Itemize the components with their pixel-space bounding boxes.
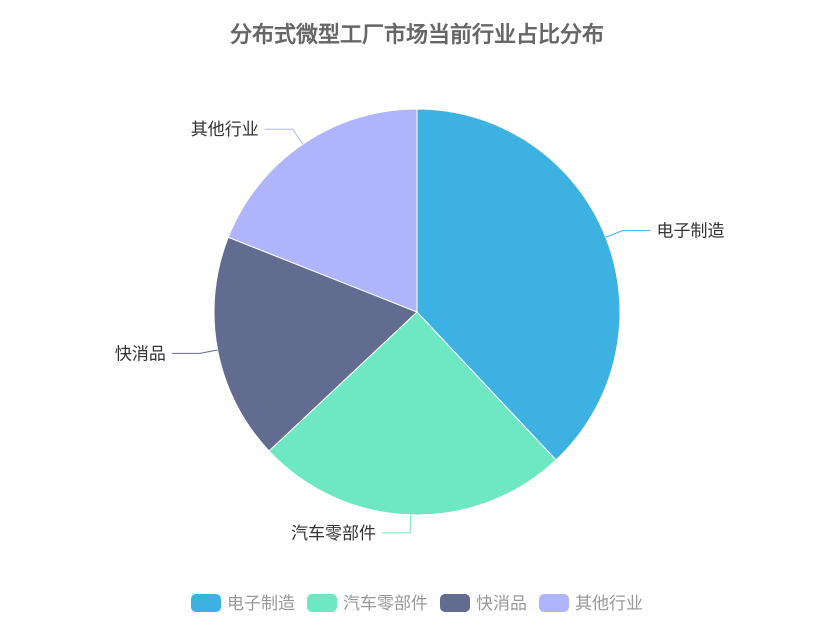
legend-item-1[interactable]: 汽车零部件 [307, 594, 428, 614]
legend-item-3[interactable]: 其他行业 [539, 594, 643, 614]
slice-label-0: 电子制造 [656, 222, 724, 242]
pie-slice-1[interactable] [268, 311, 557, 516]
legend-label-1: 汽车零部件 [343, 594, 428, 614]
legend-label-0: 电子制造 [227, 594, 295, 614]
legend-swatch-0 [191, 594, 221, 612]
leader-line-1 [382, 514, 412, 534]
chart-title: 分布式微型工厂市场当前行业占比分布 [230, 22, 604, 48]
pie-slice-0[interactable] [416, 108, 621, 461]
slice-label-3: 其他行业 [191, 120, 259, 140]
label-leader-lines [171, 128, 651, 534]
legend: 电子制造 汽车零部件 快消品 其他行业 [191, 594, 643, 614]
leader-line-3 [264, 128, 304, 145]
legend-item-2[interactable]: 快消品 [440, 594, 527, 614]
legend-swatch-1 [307, 594, 337, 612]
pie-slice-3[interactable] [227, 108, 418, 313]
legend-swatch-2 [440, 594, 470, 612]
pie-slices [213, 108, 621, 516]
legend-label-2: 快消品 [476, 594, 527, 614]
leader-line-0 [605, 230, 651, 238]
legend-item-0[interactable]: 电子制造 [191, 594, 295, 614]
legend-label-3: 其他行业 [575, 594, 643, 614]
slice-label-1: 汽车零部件 [291, 524, 376, 544]
legend-swatch-3 [539, 594, 569, 612]
leader-line-2 [171, 349, 218, 354]
slice-label-2: 快消品 [115, 344, 166, 364]
